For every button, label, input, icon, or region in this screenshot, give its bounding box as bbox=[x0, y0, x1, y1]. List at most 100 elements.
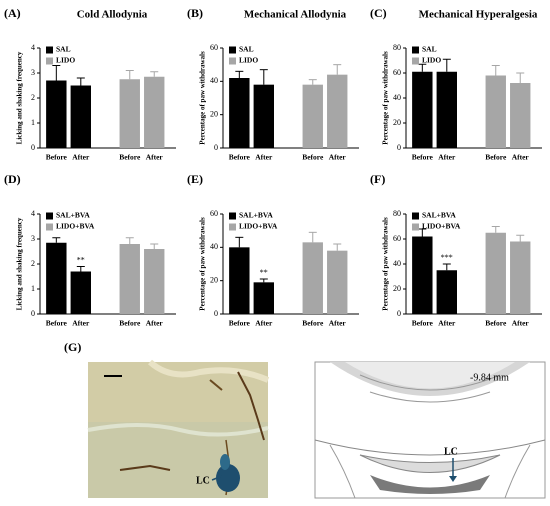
chart-title: Mechanical Hyperalgesia bbox=[419, 9, 538, 21]
x-tick-label: Before bbox=[119, 153, 141, 162]
x-tick-label: Before bbox=[46, 153, 68, 162]
bar bbox=[229, 247, 250, 314]
bar bbox=[46, 242, 67, 314]
y-tick-label: 4 bbox=[31, 43, 35, 52]
y-tick-label: 60 bbox=[393, 234, 401, 243]
bar bbox=[510, 241, 531, 314]
y-tick-label: 40 bbox=[210, 242, 218, 251]
y-axis-label: Licking and shaking frequency bbox=[16, 217, 24, 310]
y-tick-label: 40 bbox=[393, 259, 401, 268]
y-tick-label: 80 bbox=[393, 209, 401, 218]
legend-label: LIDO bbox=[56, 56, 75, 65]
bar bbox=[70, 271, 91, 314]
panel-label: (C) bbox=[370, 6, 387, 20]
x-tick-label: Before bbox=[485, 153, 507, 162]
x-tick-label: After bbox=[255, 319, 273, 328]
legend-swatch bbox=[229, 223, 236, 231]
chart-title: Mechanical Allodynia bbox=[244, 9, 347, 21]
chart-title: Cold Allodynia bbox=[77, 9, 148, 21]
legend-swatch bbox=[229, 46, 236, 54]
legend-label: LIDO+BVA bbox=[56, 222, 95, 231]
y-tick-label: 60 bbox=[210, 209, 218, 218]
x-tick-label: Before bbox=[485, 319, 507, 328]
atlas-drawing bbox=[314, 361, 546, 499]
legend-label: LIDO bbox=[422, 56, 441, 65]
y-tick-label: 80 bbox=[393, 43, 401, 52]
x-tick-label: After bbox=[146, 153, 164, 162]
y-tick-label: 2 bbox=[31, 93, 35, 102]
x-tick-label: Before bbox=[412, 319, 434, 328]
x-tick-label: After bbox=[329, 153, 347, 162]
legend-swatch bbox=[412, 46, 419, 54]
bar bbox=[253, 282, 274, 314]
y-tick-label: 1 bbox=[31, 118, 35, 127]
x-tick-label: After bbox=[255, 153, 273, 162]
bar bbox=[302, 242, 323, 314]
y-tick-label: 0 bbox=[31, 309, 35, 318]
legend-label: SAL bbox=[239, 45, 254, 54]
x-tick-label: After bbox=[438, 319, 456, 328]
y-tick-label: 2 bbox=[31, 259, 35, 268]
bar bbox=[229, 78, 250, 148]
bar bbox=[253, 84, 274, 148]
photo-marker: LC bbox=[196, 475, 210, 486]
x-tick-label: Before bbox=[229, 153, 251, 162]
x-tick-label: Before bbox=[412, 153, 434, 162]
legend-swatch bbox=[412, 212, 419, 220]
x-tick-label: After bbox=[329, 319, 347, 328]
y-tick-label: 0 bbox=[397, 143, 401, 152]
x-tick-label: After bbox=[146, 319, 164, 328]
x-tick-label: After bbox=[512, 319, 530, 328]
legend-label: LIDO+BVA bbox=[239, 222, 278, 231]
legend-label: SAL bbox=[56, 45, 71, 54]
legend-label: SAL+BVA bbox=[239, 211, 273, 220]
bar bbox=[119, 244, 140, 314]
atlas-coordinate: -9.84 mm bbox=[470, 372, 509, 383]
x-tick-label: Before bbox=[46, 319, 68, 328]
bar bbox=[327, 74, 348, 148]
x-tick-label: Before bbox=[119, 319, 141, 328]
x-tick-label: After bbox=[72, 153, 90, 162]
y-axis-label: Percentage of paw withdrawals bbox=[199, 51, 207, 145]
y-tick-label: 4 bbox=[31, 209, 35, 218]
bar bbox=[70, 85, 91, 148]
y-tick-label: 20 bbox=[393, 118, 401, 127]
y-tick-label: 3 bbox=[31, 68, 35, 77]
legend-label: LIDO+BVA bbox=[422, 222, 461, 231]
x-tick-label: Before bbox=[229, 319, 251, 328]
bar bbox=[327, 250, 348, 314]
histology-photo bbox=[87, 359, 270, 498]
y-tick-label: 3 bbox=[31, 234, 35, 243]
panel-label: (G) bbox=[64, 340, 81, 354]
bar bbox=[485, 75, 506, 148]
y-tick-label: 0 bbox=[397, 309, 401, 318]
bar bbox=[119, 79, 140, 148]
y-tick-label: 40 bbox=[393, 93, 401, 102]
legend-label: SAL+BVA bbox=[56, 211, 90, 220]
y-tick-label: 0 bbox=[31, 143, 35, 152]
significance: ** bbox=[77, 255, 85, 264]
legend-label: SAL bbox=[422, 45, 437, 54]
x-tick-label: After bbox=[438, 153, 456, 162]
legend-label: SAL+BVA bbox=[422, 211, 456, 220]
significance: *** bbox=[441, 253, 453, 262]
x-tick-label: Before bbox=[302, 153, 324, 162]
bar bbox=[485, 232, 506, 314]
y-tick-label: 60 bbox=[210, 43, 218, 52]
legend-swatch bbox=[46, 223, 53, 231]
y-tick-label: 0 bbox=[214, 143, 218, 152]
legend-swatch bbox=[229, 57, 236, 65]
y-axis-label: Licking and shaking frequency bbox=[16, 51, 24, 144]
bar bbox=[436, 71, 457, 148]
bar bbox=[144, 76, 165, 148]
y-tick-label: 20 bbox=[210, 275, 218, 284]
y-tick-label: 20 bbox=[393, 284, 401, 293]
y-tick-label: 1 bbox=[31, 284, 35, 293]
legend-swatch bbox=[46, 57, 53, 65]
y-axis-label: Percentage of paw withdrawals bbox=[382, 51, 390, 145]
y-tick-label: 20 bbox=[210, 109, 218, 118]
significance: ** bbox=[260, 268, 268, 277]
y-tick-label: 60 bbox=[393, 68, 401, 77]
panel-label: (B) bbox=[187, 6, 203, 20]
